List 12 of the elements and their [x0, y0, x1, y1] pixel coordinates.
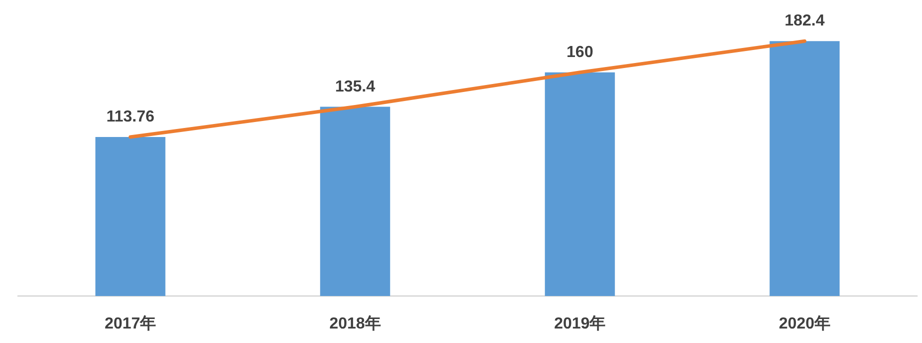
bar	[320, 106, 390, 296]
data-label: 182.4	[784, 12, 825, 30]
bar	[544, 72, 615, 296]
x-tick-label: 2019年	[554, 314, 606, 332]
x-tick-label: 2020年	[778, 314, 830, 332]
data-label: 113.76	[106, 108, 154, 126]
x-tick-label: 2017年	[104, 314, 156, 332]
x-tick-label: 2018年	[329, 314, 381, 332]
data-label: 160	[566, 44, 594, 61]
bar	[770, 41, 840, 296]
bar	[95, 137, 166, 296]
data-label: 135.4	[335, 78, 376, 96]
